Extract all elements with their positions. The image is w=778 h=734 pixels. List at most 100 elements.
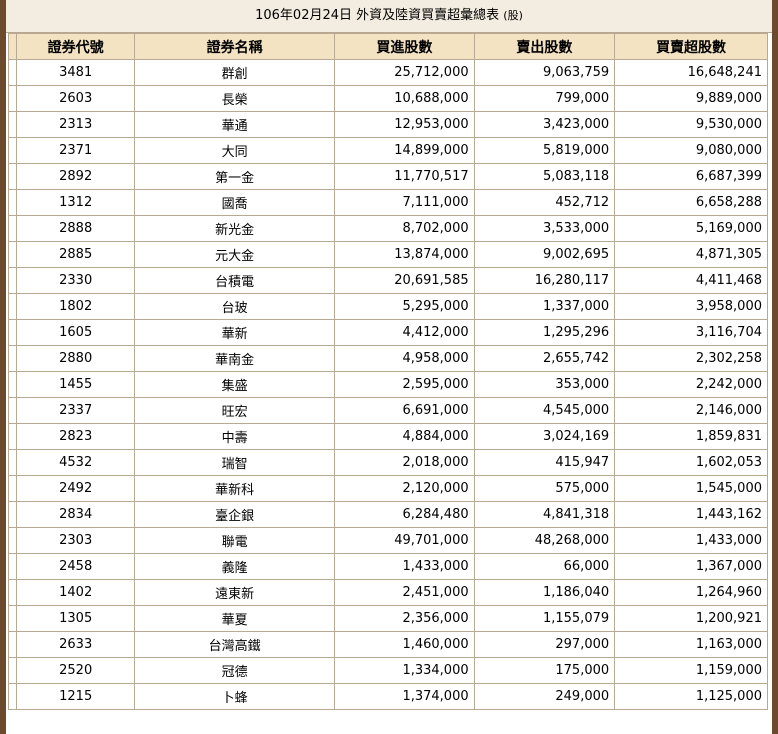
cell-sell: 4,841,318	[473, 501, 616, 528]
table-row: 4532 瑞智 2,018,000 415,947 1,602,053	[7, 449, 768, 476]
cell-sell: 5,819,000	[473, 137, 616, 164]
row-spacer	[7, 605, 18, 632]
table-row: 2880 華南金 4,958,000 2,655,742 2,302,258	[7, 345, 768, 372]
table-row: 2888 新光金 8,702,000 3,533,000 5,169,000	[7, 215, 768, 242]
cell-net: 1,443,162	[614, 501, 768, 528]
row-spacer	[7, 371, 18, 398]
cell-code: 1402	[16, 579, 136, 606]
cell-code: 1312	[16, 189, 136, 216]
cell-name: 華夏	[134, 605, 336, 632]
cell-sell: 249,000	[473, 683, 616, 710]
cell-buy: 7,111,000	[334, 189, 475, 216]
cell-name: 新光金	[134, 215, 336, 242]
cell-net: 2,302,258	[614, 345, 768, 372]
cell-net: 1,602,053	[614, 449, 768, 476]
table-row: 2330 台積電 20,691,585 16,280,117 4,411,468	[7, 267, 768, 294]
cell-buy: 49,701,000	[334, 527, 475, 554]
cell-sell: 3,423,000	[473, 111, 616, 138]
cell-net: 4,871,305	[614, 241, 768, 268]
cell-name: 義隆	[134, 553, 336, 580]
cell-code: 4532	[16, 449, 136, 476]
cell-name: 華通	[134, 111, 336, 138]
row-spacer	[7, 631, 18, 658]
table-row: 1402 遠東新 2,451,000 1,186,040 1,264,960	[7, 579, 768, 606]
cell-code: 2885	[16, 241, 136, 268]
table-row: 2834 臺企銀 6,284,480 4,841,318 1,443,162	[7, 501, 768, 528]
row-spacer	[7, 85, 18, 112]
row-spacer	[7, 527, 18, 554]
cell-name: 冠德	[134, 657, 336, 684]
cell-net: 1,433,000	[614, 527, 768, 554]
row-spacer	[7, 137, 18, 164]
cell-net: 9,080,000	[614, 137, 768, 164]
cell-name: 元大金	[134, 241, 336, 268]
row-spacer	[7, 59, 18, 86]
header-sell[interactable]: 賣出股數	[473, 33, 616, 60]
table-row: 1215 卜蜂 1,374,000 249,000 1,125,000	[7, 683, 768, 710]
cell-buy: 4,884,000	[334, 423, 475, 450]
header-name[interactable]: 證券名稱	[134, 33, 336, 60]
cell-name: 瑞智	[134, 449, 336, 476]
table-row: 1305 華夏 2,356,000 1,155,079 1,200,921	[7, 605, 768, 632]
table-row: 2371 大同 14,899,000 5,819,000 9,080,000	[7, 137, 768, 164]
cell-name: 中壽	[134, 423, 336, 450]
cell-sell: 3,024,169	[473, 423, 616, 450]
row-spacer	[7, 475, 18, 502]
cell-code: 2337	[16, 397, 136, 424]
cell-net: 1,545,000	[614, 475, 768, 502]
cell-code: 2303	[16, 527, 136, 554]
cell-code: 2330	[16, 267, 136, 294]
cell-code: 2823	[16, 423, 136, 450]
report-title: 106年02月24日 外資及陸資買賣超彙總表	[255, 8, 500, 23]
header-code[interactable]: 證券代號	[16, 33, 136, 60]
report-caption: 106年02月24日 外資及陸資買賣超彙總表 (股)	[6, 0, 772, 33]
row-spacer	[7, 293, 18, 320]
header-net[interactable]: 買賣超股數	[614, 33, 768, 60]
row-spacer	[7, 553, 18, 580]
cell-net: 6,658,288	[614, 189, 768, 216]
row-spacer	[7, 449, 18, 476]
cell-code: 1215	[16, 683, 136, 710]
cell-name: 臺企銀	[134, 501, 336, 528]
cell-sell: 9,063,759	[473, 59, 616, 86]
cell-buy: 2,120,000	[334, 475, 475, 502]
header-buy[interactable]: 買進股數	[334, 33, 475, 60]
cell-buy: 2,356,000	[334, 605, 475, 632]
cell-sell: 1,186,040	[473, 579, 616, 606]
cell-sell: 5,083,118	[473, 163, 616, 190]
cell-sell: 1,337,000	[473, 293, 616, 320]
cell-sell: 9,002,695	[473, 241, 616, 268]
table-row: 2633 台灣高鐵 1,460,000 297,000 1,163,000	[7, 631, 768, 658]
table-row: 2492 華新科 2,120,000 575,000 1,545,000	[7, 475, 768, 502]
cell-code: 2371	[16, 137, 136, 164]
cell-buy: 4,958,000	[334, 345, 475, 372]
cell-buy: 2,018,000	[334, 449, 475, 476]
cell-buy: 10,688,000	[334, 85, 475, 112]
table-row: 2885 元大金 13,874,000 9,002,695 4,871,305	[7, 241, 768, 268]
cell-name: 群創	[134, 59, 336, 86]
row-spacer	[7, 111, 18, 138]
cell-buy: 5,295,000	[334, 293, 475, 320]
cell-name: 台灣高鐵	[134, 631, 336, 658]
table-row: 3481 群創 25,712,000 9,063,759 16,648,241	[7, 59, 768, 86]
cell-code: 2880	[16, 345, 136, 372]
header-spacer	[7, 33, 18, 60]
cell-sell: 2,655,742	[473, 345, 616, 372]
table-row: 2337 旺宏 6,691,000 4,545,000 2,146,000	[7, 397, 768, 424]
cell-name: 旺宏	[134, 397, 336, 424]
cell-sell: 1,155,079	[473, 605, 616, 632]
row-spacer	[7, 501, 18, 528]
cell-code: 2834	[16, 501, 136, 528]
cell-sell: 3,533,000	[473, 215, 616, 242]
cell-name: 華南金	[134, 345, 336, 372]
table-row: 1802 台玻 5,295,000 1,337,000 3,958,000	[7, 293, 768, 320]
header-row: 證券代號 證券名稱 買進股數 賣出股數 買賣超股數	[7, 33, 768, 60]
cell-net: 1,200,921	[614, 605, 768, 632]
cell-sell: 297,000	[473, 631, 616, 658]
cell-name: 國喬	[134, 189, 336, 216]
cell-sell: 575,000	[473, 475, 616, 502]
cell-net: 3,958,000	[614, 293, 768, 320]
cell-sell: 16,280,117	[473, 267, 616, 294]
cell-name: 卜蜂	[134, 683, 336, 710]
cell-sell: 48,268,000	[473, 527, 616, 554]
